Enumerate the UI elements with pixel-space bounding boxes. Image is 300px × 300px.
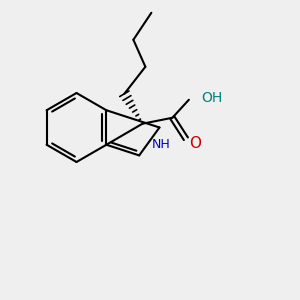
- Text: OH: OH: [201, 91, 222, 105]
- Text: NH: NH: [152, 137, 170, 151]
- Text: O: O: [189, 136, 201, 151]
